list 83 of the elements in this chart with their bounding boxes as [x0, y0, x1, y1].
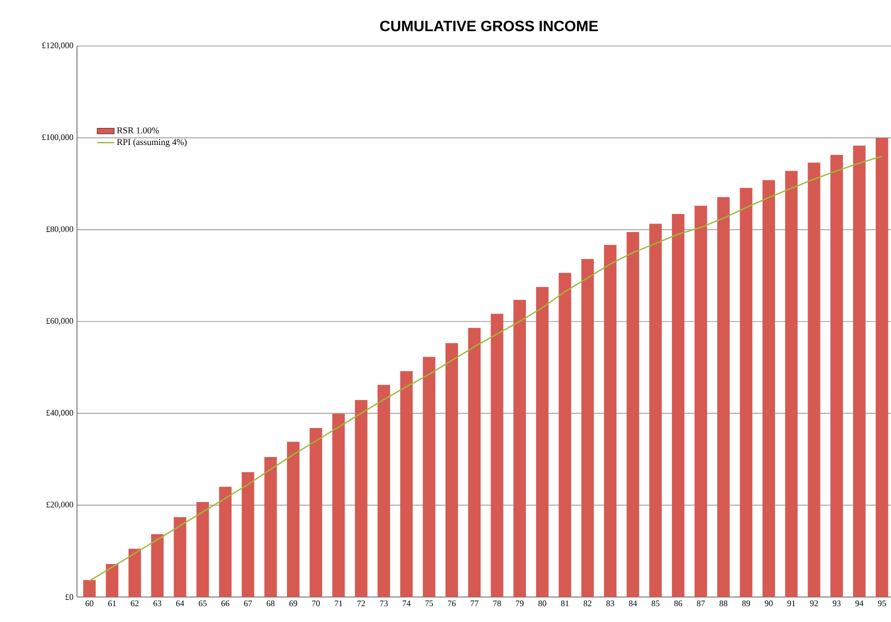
bar: [717, 197, 730, 597]
x-tick-label: 60: [86, 600, 94, 606]
bar: [513, 300, 526, 597]
y-tick-label: £40,000: [46, 410, 74, 417]
x-tick-label: 91: [787, 600, 796, 606]
x-tick-label: 80: [538, 600, 546, 606]
x-tick-label: 76: [448, 600, 456, 606]
bar: [876, 138, 888, 597]
legend-label: RSR 1.00%: [117, 127, 159, 134]
bar: [286, 442, 300, 597]
x-tick-label: 68: [266, 600, 275, 606]
x-tick-label: 72: [357, 600, 365, 606]
bar: [128, 548, 141, 597]
bar: [264, 456, 277, 597]
bar: [785, 170, 798, 597]
x-tick-label: 71: [334, 600, 342, 606]
x-tick-label: 73: [380, 600, 388, 606]
x-tick-label: 84: [628, 600, 637, 606]
x-tick-label: 62: [130, 600, 139, 606]
bar: [604, 244, 616, 597]
bar: [83, 580, 96, 597]
bar: [672, 214, 684, 597]
x-tick-label: 61: [108, 600, 116, 606]
x-tick-label: 89: [742, 600, 750, 606]
bar: [830, 154, 843, 597]
x-tick-label: 65: [198, 600, 207, 606]
bar: [400, 371, 413, 597]
x-tick-label: 94: [855, 600, 864, 606]
bar: [151, 534, 164, 597]
y-tick-label: £80,000: [46, 226, 74, 234]
bar: [219, 486, 232, 597]
bar: [354, 400, 368, 597]
bar: [762, 180, 775, 597]
x-tick-label: 87: [696, 600, 705, 606]
x-tick-label: 74: [402, 600, 411, 606]
x-tick-label: 83: [606, 600, 614, 606]
x-tick-label: 90: [764, 600, 773, 606]
bar: [174, 517, 186, 597]
bar: [490, 314, 504, 597]
bar: [536, 287, 549, 597]
bar: [378, 384, 390, 597]
x-tick-label: 85: [652, 600, 660, 606]
y-tick-label: £60,000: [46, 318, 74, 325]
y-tick-label: £120,000: [42, 42, 74, 50]
x-tick-label: 66: [221, 600, 230, 606]
bar: [106, 564, 118, 597]
bar: [558, 272, 572, 597]
x-tick-label: 77: [470, 600, 478, 606]
x-tick-label: 88: [720, 600, 728, 606]
bar: [626, 232, 640, 597]
x-tick-label: 78: [493, 600, 501, 606]
x-tick-label: 70: [312, 600, 320, 606]
x-tick-label: 93: [832, 600, 841, 606]
bar: [242, 472, 254, 597]
bar: [808, 162, 820, 597]
chart-title: CUMULATIVE GROSS INCOME: [380, 20, 598, 32]
bar: [694, 206, 708, 597]
bar: [196, 502, 209, 597]
y-tick-label: £0: [66, 594, 74, 600]
x-tick-label: 67: [244, 600, 252, 606]
x-tick-label: 86: [674, 600, 682, 606]
x-tick-label: 81: [561, 600, 569, 606]
bar: [332, 414, 345, 597]
x-tick-label: 75: [425, 600, 434, 606]
bar: [853, 146, 866, 597]
x-tick-label: 82: [584, 600, 592, 606]
bar: [581, 259, 594, 597]
y-tick-label: £100,000: [42, 134, 74, 142]
x-tick-label: 63: [154, 600, 162, 606]
x-tick-label: 69: [289, 600, 298, 606]
bar: [468, 328, 481, 597]
x-tick-label: 95: [878, 600, 886, 606]
bar: [740, 188, 752, 597]
bar: [445, 343, 458, 597]
x-tick-label: 64: [176, 600, 184, 606]
bar: [422, 356, 436, 597]
x-tick-label: 79: [516, 600, 524, 606]
line-series: [88, 156, 883, 582]
x-tick-label: 92: [810, 600, 818, 606]
bar: [310, 428, 322, 597]
bar: [649, 224, 662, 597]
legend-label: RPI (assuming 4%): [117, 138, 187, 147]
y-tick-label: £20,000: [46, 502, 74, 509]
